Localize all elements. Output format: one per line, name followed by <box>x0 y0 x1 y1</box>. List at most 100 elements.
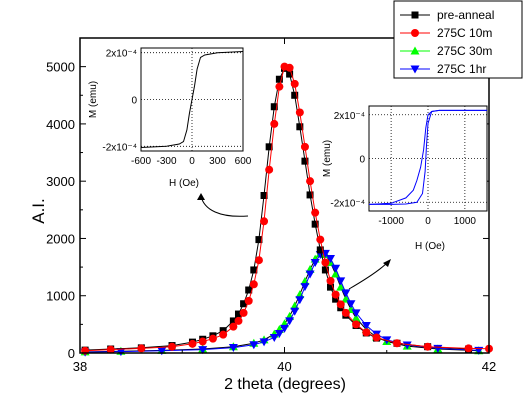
y-tick-label: 0 <box>68 346 75 361</box>
data-point <box>300 283 310 292</box>
data-point <box>219 330 228 339</box>
data-point <box>260 192 268 199</box>
data-point <box>286 70 294 78</box>
inset-x-tick-label: -1000 <box>378 216 404 227</box>
legend-item: pre-anneal <box>400 8 494 22</box>
data-point <box>188 339 197 348</box>
data-point <box>295 290 305 299</box>
data-point <box>296 123 304 131</box>
data-point <box>300 142 309 151</box>
x-tick-label: 42 <box>482 359 496 374</box>
data-point <box>234 316 243 325</box>
hysteresis-curve <box>369 109 487 205</box>
data-point <box>310 259 320 268</box>
data-point <box>295 296 305 305</box>
data-point <box>244 296 253 305</box>
series-line <box>85 252 479 353</box>
data-point <box>352 320 361 329</box>
data-point <box>280 324 289 333</box>
data-point <box>228 344 238 353</box>
data-point <box>198 337 207 346</box>
data-point <box>341 289 351 298</box>
inset-y-tick-label: -2x10⁻⁴ <box>330 198 365 209</box>
inset-y-axis-label: M (emu) <box>88 81 99 118</box>
inset-x-axis-label: H (Oe) <box>415 241 445 252</box>
data-point <box>331 290 340 299</box>
data-point <box>269 334 279 343</box>
data-point <box>306 191 314 199</box>
series-2 <box>81 62 493 355</box>
x-tick-label: 40 <box>277 359 291 374</box>
data-point <box>336 282 346 291</box>
legend-marker <box>411 29 419 37</box>
data-point <box>316 235 325 244</box>
y-tick-label: 3000 <box>46 174 75 189</box>
data-point <box>392 339 401 348</box>
hysteresis-curve <box>140 51 244 148</box>
data-point <box>239 308 248 317</box>
inset-x-tick-label: 1000 <box>454 216 477 227</box>
series-3 <box>80 248 484 356</box>
arrowhead-right-inset <box>383 259 391 267</box>
data-point <box>285 63 294 72</box>
data-point <box>331 269 341 278</box>
data-point <box>275 75 283 83</box>
data-point <box>326 276 335 285</box>
data-point <box>249 280 258 289</box>
data-point <box>423 342 432 351</box>
data-point <box>270 119 279 128</box>
data-point <box>260 217 269 226</box>
inset-x-tick-label: 0 <box>189 156 195 167</box>
data-point <box>306 177 315 186</box>
legend-marker <box>410 46 420 55</box>
data-point <box>326 255 336 263</box>
data-point <box>208 334 217 343</box>
legend-label: pre-anneal <box>437 8 494 22</box>
y-tick-label: 4000 <box>46 117 75 132</box>
y-tick-label: 2000 <box>46 231 75 246</box>
inset-x-tick-label: -600 <box>131 156 151 167</box>
inset-right-plot: 2x10⁻⁴ 0 -2x10⁻⁴ -1000 0 1000 M (emu) H (Oe) <box>322 105 488 252</box>
data-point <box>229 322 238 331</box>
x-axis-label: 2 theta (degrees) <box>224 376 346 393</box>
legend-label: 275C 1hr <box>437 62 486 76</box>
arrow-right-inset <box>348 261 389 290</box>
data-point <box>362 328 371 337</box>
data-point <box>301 157 309 165</box>
data-point <box>270 103 278 111</box>
data-point <box>402 341 412 350</box>
data-point <box>311 220 319 228</box>
data-point <box>316 246 324 254</box>
inset-x-axis-label: H (Oe) <box>169 178 199 189</box>
legend-marker <box>411 11 419 19</box>
data-point <box>229 317 237 325</box>
data-point <box>351 309 361 318</box>
inset-y-tick-label: 2x10⁻⁴ <box>334 111 365 122</box>
data-point <box>285 317 295 326</box>
data-point <box>351 313 361 322</box>
data-point <box>219 327 227 335</box>
inset-x-tick-label: 0 <box>425 216 431 227</box>
data-point <box>106 345 115 354</box>
data-point <box>240 300 248 308</box>
data-point <box>275 82 284 91</box>
data-point <box>305 270 315 279</box>
data-point <box>259 338 269 347</box>
data-point <box>336 300 345 309</box>
inset-x-tick-label: 600 <box>235 156 252 167</box>
data-point <box>290 307 300 316</box>
data-point <box>372 333 381 342</box>
x-tick-label: 38 <box>73 359 87 374</box>
data-point <box>245 286 253 294</box>
data-point <box>250 266 258 274</box>
data-point <box>331 264 341 273</box>
legend-item: 275C 1hr <box>400 62 486 76</box>
legend-marker <box>410 65 420 74</box>
data-point <box>464 344 473 353</box>
data-point <box>157 347 167 356</box>
data-point <box>254 256 263 265</box>
data-point <box>116 348 126 357</box>
